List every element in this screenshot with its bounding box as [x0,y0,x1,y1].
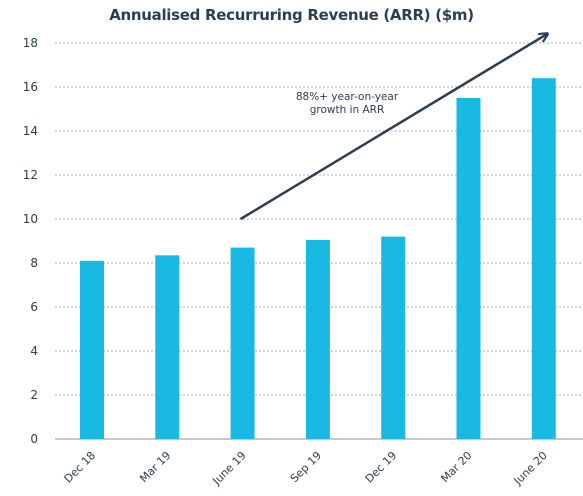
annotation-text: growth in ARR [310,104,385,116]
x-axis: Dec 18 Mar 19 June 19 Sep 19 Dec 19 Mar 20 Jun… [62,449,550,488]
bar-0 [80,260,104,439]
y-tick-label: 0 [30,432,38,446]
growth-arrow [239,34,547,221]
x-tick-label: Dec 19 [363,449,400,486]
x-tick-label: Mar 20 [438,449,474,485]
bar-2 [230,247,255,439]
y-tick-label: 8 [30,256,38,270]
bar-6 [531,78,556,439]
bar-3 [305,239,330,439]
annotation-text: 88%+ year-on-year [296,91,399,103]
x-tick-label: Mar 19 [137,449,173,485]
chart-title: Annualised Recurruring Revenue (ARR) ($m… [109,6,474,24]
y-tick-label: 14 [23,124,38,138]
x-tick-label: June 19 [210,449,249,488]
bars [80,78,556,439]
y-tick-label: 18 [23,36,38,50]
x-tick-label: Sep 19 [288,449,324,485]
y-axis: 0 2 4 6 8 10 12 14 16 18 [23,36,38,446]
bar-4 [381,236,406,439]
bar-5 [456,98,481,439]
y-tick-label: 16 [23,80,38,94]
y-tick-label: 2 [30,388,38,402]
x-tick-label: Dec 18 [62,449,99,486]
x-tick-label: June 20 [511,449,550,488]
y-tick-label: 4 [30,344,38,358]
bar-1 [155,255,180,439]
y-tick-label: 12 [23,168,38,182]
y-tick-label: 10 [23,212,38,226]
y-tick-label: 6 [30,300,38,314]
